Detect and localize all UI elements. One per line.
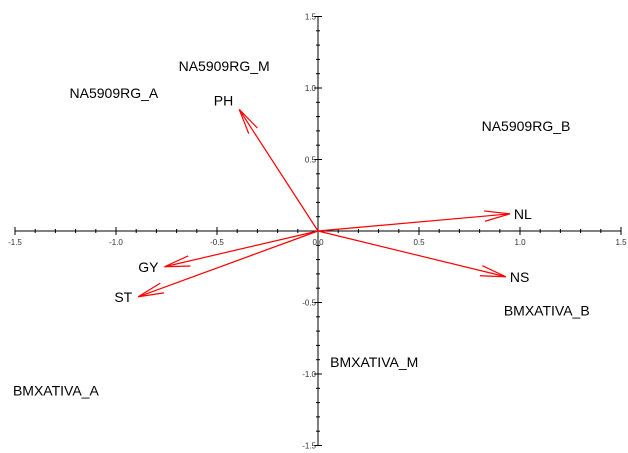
vector-st xyxy=(138,230,319,298)
vector-label-ns: NS xyxy=(510,269,529,285)
tick-labels: -1.5 -1.0 -0.5 0.0 0.5 1.0 1.5 1.5 1.0 0.5 -0.5 -1.… xyxy=(8,13,627,451)
arrowhead-ph xyxy=(238,109,258,134)
x-tick-label: -1.5 xyxy=(8,238,22,247)
point-label-bmxativa-a: BMXATIVA_A xyxy=(13,382,100,398)
vector-ph xyxy=(238,109,319,232)
vector-label-ph: PH xyxy=(214,92,233,108)
y-tick-label: 1.0 xyxy=(305,84,317,93)
arrowhead-st xyxy=(137,282,165,298)
x-tick-label: -0.5 xyxy=(210,238,224,247)
arrowhead-ns xyxy=(479,265,507,278)
x-tick-label: 0.0 xyxy=(312,238,324,247)
vector-label-nl: NL xyxy=(514,206,532,222)
point-label-na5909rg-m: NA5909RG_M xyxy=(179,58,270,74)
vector-ns xyxy=(317,230,507,278)
point-label-bmxativa-m: BMXATIVA_M xyxy=(330,354,418,370)
y-tick-label: 0.5 xyxy=(305,156,317,165)
x-tick-label: 1.5 xyxy=(615,238,627,247)
vectors: PH NL NS GY ST xyxy=(114,92,532,304)
vector-gy xyxy=(164,230,319,268)
vector-label-st: ST xyxy=(114,289,132,305)
point-label-na5909rg-a: NA5909RG_A xyxy=(70,85,159,101)
vector-label-gy: GY xyxy=(138,259,159,275)
x-tick-label: -1.0 xyxy=(109,238,123,247)
point-label-na5909rg-b: NA5909RG_B xyxy=(482,118,571,134)
x-tick-label: 1.0 xyxy=(514,238,526,247)
y-tick-label: 1.5 xyxy=(305,13,317,22)
x-tick-label: 0.5 xyxy=(413,238,425,247)
vector-nl xyxy=(317,213,510,232)
y-tick-label: -1.0 xyxy=(302,370,316,379)
arrowhead-gy xyxy=(164,255,191,268)
arrowhead-nl xyxy=(483,210,511,222)
y-tick-label: -0.5 xyxy=(302,299,316,308)
point-label-bmxativa-b: BMXATIVA_B xyxy=(504,302,590,318)
point-labels: NA5909RG_M NA5909RG_A NA5909RG_B BMXATIVA_B… xyxy=(13,58,590,399)
y-tick-label: -1.5 xyxy=(302,442,316,451)
